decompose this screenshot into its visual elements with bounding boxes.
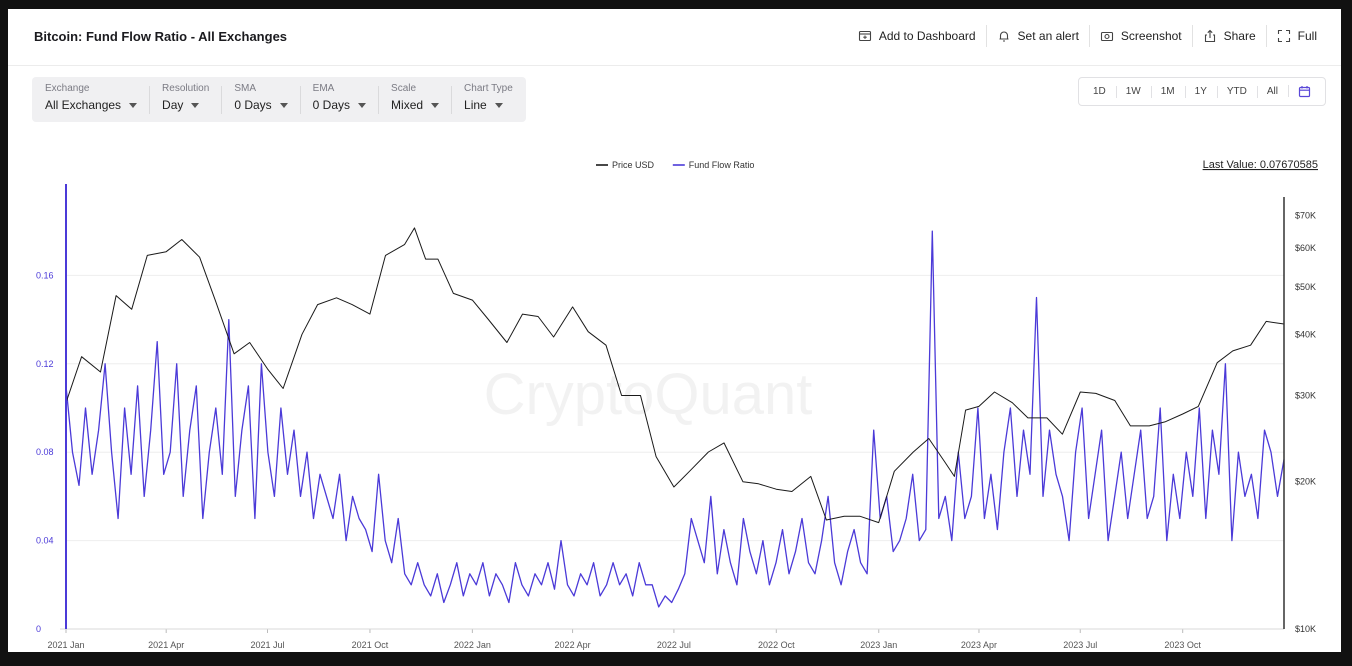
chart-area: CryptoQuant Price USD Fund Flow Ratio Las… [36,159,1318,650]
range-all-button[interactable]: All [1256,86,1288,98]
y-left-tick-label: 0.08 [36,447,54,457]
chevron-down-icon [358,102,367,108]
chart-title: Bitcoin: Fund Flow Ratio - All Exchanges [34,29,288,44]
fund-flow-ratio-series [65,230,1285,608]
grid-lines [66,274,1284,630]
x-tick-label: 2023 Jan [860,640,897,650]
scale-value: Mixed [391,98,424,112]
x-tick-label: 2022 Jan [454,640,491,650]
y-right-tick-label: $40K [1295,329,1316,339]
screenshot-button[interactable]: Screenshot [1088,25,1192,47]
chart-type-select[interactable]: Chart Type Line [451,77,525,122]
chart-header: Bitcoin: Fund Flow Ratio - All Exchanges… [8,9,1341,66]
y-right-tick-label: $50K [1295,282,1316,292]
x-tick-label: 2022 Oct [758,640,795,650]
last-value-label: Last Value: 0.07670585 [1203,159,1318,171]
sma-select[interactable]: SMA 0 Days [221,77,299,122]
exchange-label: Exchange [45,83,90,94]
resolution-value: Day [162,98,184,112]
legend-label: Price USD [612,160,655,170]
range-1d-button[interactable]: 1D [1092,86,1106,97]
share-icon [1204,29,1215,43]
chevron-down-icon [129,102,138,108]
price-usd-series [65,227,1285,524]
x-tick-label: 2023 Jul [1063,640,1097,650]
x-tick-label: 2021 Apr [148,640,184,650]
calendar-button[interactable] [1288,85,1321,98]
watermark: CryptoQuant [484,362,813,427]
camera-icon [1100,31,1113,42]
y-left-tick-label: 0.12 [36,359,54,369]
y-right-tick-label: $70K [1295,210,1316,220]
fullscreen-button[interactable]: Full [1265,25,1327,47]
header-actions: Add to Dashboard Set an alert Screenshot… [848,25,1327,47]
y-right-tick-label: $20K [1295,477,1316,487]
filter-bar: Exchange All Exchanges Resolution Day SM… [32,77,526,122]
screenshot-label: Screenshot [1120,29,1182,43]
fullscreen-label: Full [1297,29,1317,43]
set-alert-button[interactable]: Set an alert [985,25,1089,47]
x-tick-label: 2022 Apr [555,640,591,650]
time-range-selector: 1D 1W 1M 1Y YTD All [1077,77,1326,106]
y-right-tick-label: $60K [1295,243,1316,253]
ema-value: 0 Days [312,98,351,112]
scale-select[interactable]: Scale Mixed [378,77,451,122]
x-tick-label: 2023 Apr [961,640,997,650]
chevron-down-icon [191,102,200,108]
share-button[interactable]: Share [1191,25,1266,47]
bell-icon [999,31,1009,42]
fund-flow-ratio-line [65,230,1285,608]
add-to-dashboard-button[interactable]: Add to Dashboard [848,25,986,47]
x-tick-label: 2021 Jan [47,640,84,650]
x-tick-label: 2021 Oct [352,640,389,650]
calendar-icon [1298,86,1311,98]
chevron-down-icon [431,102,440,108]
range-1w-button[interactable]: 1W [1115,86,1151,98]
range-1y-button[interactable]: 1Y [1184,86,1217,98]
legend: Price USD Fund Flow Ratio [596,160,754,170]
ema-label: EMA [312,83,335,94]
price-usd-line [65,227,1285,524]
exchange-value: All Exchanges [45,98,122,112]
x-tick-label: 2022 Jul [657,640,691,650]
legend-label: Fund Flow Ratio [689,160,755,170]
fullscreen-icon [1277,29,1290,43]
y-left-tick-label: 0 [36,624,41,634]
range-ytd-button[interactable]: YTD [1216,86,1257,98]
resolution-select[interactable]: Resolution Day [149,77,221,122]
y-right-tick-label: $10K [1295,624,1316,634]
exchange-select[interactable]: Exchange All Exchanges [32,77,149,122]
ema-select[interactable]: EMA 0 Days [299,77,378,122]
set-alert-label: Set an alert [1017,29,1079,43]
add-to-dashboard-label: Add to Dashboard [878,29,976,43]
share-label: Share [1223,29,1256,43]
x-tick-label: 2023 Oct [1164,640,1201,650]
sma-label: SMA [234,83,256,94]
axes: 0 0.04 0.08 0.12 0.16 $10K $20K $30K $40K $50K $60… [36,184,1316,650]
chart-type-label: Chart Type [464,83,513,94]
x-tick-label: 2021 Jul [250,640,284,650]
resolution-label: Resolution [162,83,210,94]
range-1m-button[interactable]: 1M [1150,86,1185,98]
chart-type-value: Line [464,98,487,112]
chevron-down-icon [494,102,503,108]
dashboard-icon [858,30,871,42]
chevron-down-icon [279,102,288,108]
chart-card: Bitcoin: Fund Flow Ratio - All Exchanges… [6,7,1343,654]
y-left-tick-label: 0.16 [36,270,54,280]
y-right-tick-label: $30K [1295,390,1316,400]
sma-value: 0 Days [234,98,272,112]
scale-label: Scale [391,83,417,94]
y-left-tick-label: 0.04 [36,536,54,546]
